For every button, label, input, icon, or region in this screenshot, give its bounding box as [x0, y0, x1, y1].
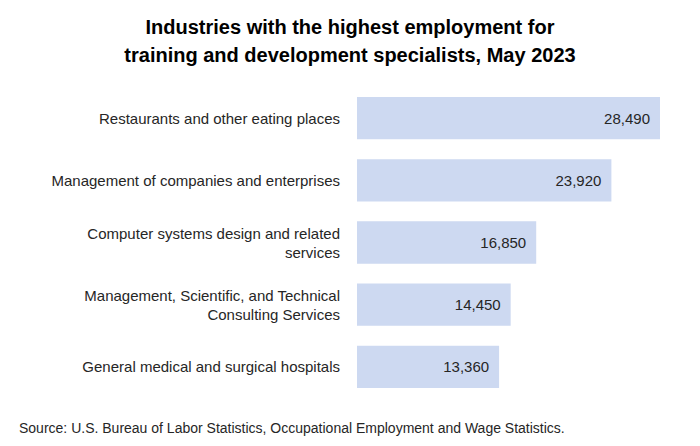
- svg-text:Source: U.S. Bureau of Labor S: Source: U.S. Bureau of Labor Statistics,…: [19, 420, 565, 436]
- svg-text:Industries with the highest em: Industries with the highest employment f…: [146, 16, 555, 38]
- svg-text:28,490: 28,490: [604, 110, 650, 127]
- svg-text:services: services: [285, 244, 340, 261]
- svg-text:Consulting Services: Consulting Services: [207, 306, 340, 323]
- svg-text:Management, Scientific, and Te: Management, Scientific, and Technical: [84, 287, 340, 304]
- svg-text:training and development speci: training and development specialists, Ma…: [124, 44, 575, 66]
- svg-text:Restaurants and other eating p: Restaurants and other eating places: [99, 110, 340, 127]
- svg-text:14,450: 14,450: [455, 296, 501, 313]
- svg-text:Computer systems design and re: Computer systems design and related: [87, 225, 340, 242]
- svg-text:Management of companies and en: Management of companies and enterprises: [51, 172, 340, 189]
- svg-text:23,920: 23,920: [556, 172, 602, 189]
- svg-text:General medical and surgical h: General medical and surgical hospitals: [82, 358, 340, 375]
- svg-text:13,360: 13,360: [443, 358, 489, 375]
- svg-text:16,850: 16,850: [480, 234, 526, 251]
